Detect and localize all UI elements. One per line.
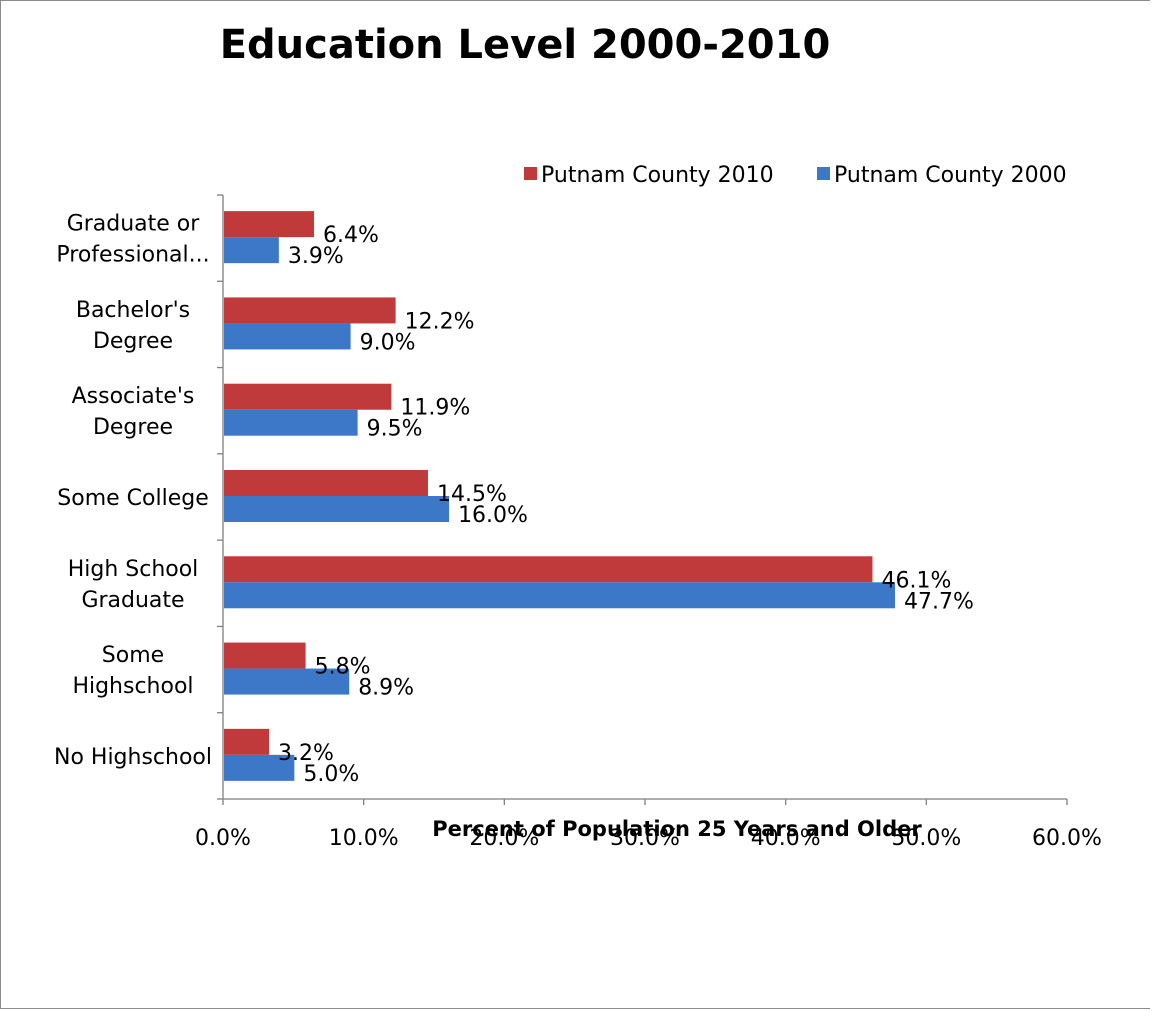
bar-2010 xyxy=(224,297,396,324)
category-label: Some xyxy=(102,643,164,668)
bar-2000 xyxy=(224,323,351,350)
data-label: 12.2% xyxy=(405,309,475,334)
x-tick-label: 50.0% xyxy=(891,826,961,851)
bar-2010 xyxy=(224,470,428,496)
legend-label: Putnam County 2000 xyxy=(834,163,1067,188)
data-label: 14.5% xyxy=(437,482,507,507)
data-label: 5.8% xyxy=(315,655,371,680)
labels: No Highschool 3.2%5.0% Some Highschool 5.8%8… xyxy=(54,212,974,787)
data-label: 47.7% xyxy=(904,589,974,614)
category-label: High School xyxy=(68,557,199,582)
category-label: Associate's xyxy=(72,384,195,409)
bar-2000 xyxy=(224,409,358,436)
legend: Putnam County 2010 Putnam County 2000 xyxy=(524,163,1067,188)
category-label: No Highschool xyxy=(54,745,212,770)
data-label: 9.0% xyxy=(360,330,416,355)
bar-2010 xyxy=(224,383,392,410)
data-label: 8.9% xyxy=(358,676,414,701)
category-label: Professional... xyxy=(56,243,209,268)
data-label: 3.2% xyxy=(278,741,334,766)
bar-2000 xyxy=(224,668,350,695)
category-label: Graduate xyxy=(81,588,184,613)
x-tick-label: 10.0% xyxy=(329,826,399,851)
x-tick-label: 40.0% xyxy=(751,826,821,851)
data-label: 3.9% xyxy=(288,244,344,269)
category-label: Some College xyxy=(57,486,208,511)
data-label: 16.0% xyxy=(458,503,528,528)
data-label: 46.1% xyxy=(881,568,951,593)
chart-title: Education Level 2000-2010 xyxy=(220,22,831,68)
bars xyxy=(224,211,895,781)
data-label: 6.4% xyxy=(323,223,379,248)
bar-2000 xyxy=(224,754,295,781)
data-label: 9.5% xyxy=(367,417,423,442)
x-tick-label: 20.0% xyxy=(469,826,539,851)
bar-2010 xyxy=(224,556,873,583)
x-tick-label: 30.0% xyxy=(610,826,680,851)
x-tick-label: 60.0% xyxy=(1032,826,1102,851)
category-label: Degree xyxy=(93,415,173,440)
data-label: 5.0% xyxy=(303,762,359,787)
data-label: 11.9% xyxy=(400,396,470,421)
legend-swatch xyxy=(524,167,537,180)
bar-2010 xyxy=(224,728,270,755)
category-label: Degree xyxy=(93,329,173,354)
axes: 0.0% 10.0% 20.0% 30.0% 40.0% 50.0% 60.0% xyxy=(195,194,1102,851)
category-label: Graduate or xyxy=(67,212,201,237)
legend-label: Putnam County 2010 xyxy=(541,163,774,188)
category-label: Bachelor's xyxy=(76,298,190,323)
bar-2010 xyxy=(224,211,315,238)
category-label: Highschool xyxy=(72,674,193,699)
bar-2000 xyxy=(224,582,895,609)
x-axis-title: Percent of Population 25 Years and Older xyxy=(432,817,922,841)
x-tick-label: 0.0% xyxy=(195,826,251,851)
legend-swatch xyxy=(817,167,830,180)
bar-2010 xyxy=(224,642,306,669)
bar-2000 xyxy=(224,496,450,522)
bar-2000 xyxy=(224,237,279,264)
